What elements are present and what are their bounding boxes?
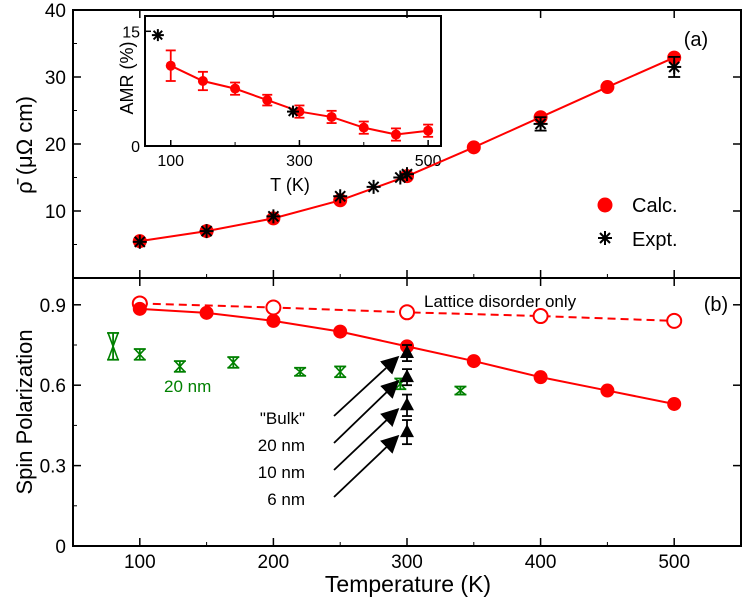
expt-point-inset: [287, 105, 299, 118]
green-point: [227, 356, 239, 369]
calc-point-b: [132, 301, 147, 316]
expt-point-a: [400, 167, 414, 182]
y-tick-label-a: 10: [45, 202, 66, 223]
x-tick-label: 400: [525, 552, 557, 573]
green-point: [334, 365, 346, 378]
expt-triangle-b: [400, 424, 414, 438]
lattice-point: [399, 304, 415, 321]
y-tick-label-a: 30: [45, 68, 66, 89]
x-tick-label: 200: [258, 552, 290, 573]
expt-point-inset: [151, 29, 164, 42]
y-axis-label-a: ρ̄ (μΩ cm): [12, 96, 37, 194]
y-tick-label-b: 0.3: [40, 457, 66, 478]
y-axis-label-b: Spin Polarization: [12, 329, 37, 494]
calc-point-b: [199, 305, 214, 320]
y-tick-label-b: 0: [55, 537, 66, 558]
legend-calc-marker: [597, 197, 613, 213]
calc-point-b: [600, 383, 615, 398]
y-tick-label-a: 40: [45, 1, 66, 22]
inset-x-tick-label: 500: [415, 153, 442, 170]
lattice-point: [532, 308, 549, 325]
green-20nm-label: 20 nm: [164, 377, 211, 396]
arrow-label-6nm: 6 nm: [267, 490, 305, 509]
expt-point-a: [333, 189, 348, 204]
green-point: [174, 360, 186, 373]
x-tick-label: 100: [124, 552, 156, 573]
inset-x-axis-label: T (K): [270, 175, 310, 195]
legend-calc-label: Calc.: [632, 195, 678, 217]
calc-point-inset: [294, 106, 305, 117]
calc-point-b: [333, 324, 348, 339]
inset-y-tick-label: 0: [131, 139, 140, 156]
calc-point-b: [466, 354, 481, 369]
green-point: [107, 332, 119, 361]
calc-point-b: [266, 313, 281, 328]
chart-marks: [107, 29, 683, 498]
lattice-point: [666, 312, 683, 329]
y-tick-label-b: 0.9: [40, 296, 66, 317]
calc-point-inset: [358, 122, 369, 133]
inset-x-tick-label: 100: [157, 153, 184, 170]
x-tick-label: 300: [391, 552, 423, 573]
calc-point-a: [466, 140, 481, 155]
lattice-point: [265, 299, 282, 316]
expt-point-a: [132, 234, 147, 249]
calc-point-inset: [423, 125, 434, 136]
expt-triangle-b: [400, 345, 414, 359]
legend-expt-label: Expt.: [632, 229, 678, 251]
x-axis-label: Temperature (K): [325, 571, 491, 597]
expt-triangle-b: [400, 369, 414, 383]
annotation-arrow: [333, 408, 400, 471]
inset-x-tick-label: 300: [286, 153, 313, 170]
calc-point-inset: [230, 83, 241, 94]
x-tick-label: 500: [658, 552, 690, 573]
calc-point-inset: [390, 129, 401, 140]
expt-point-a: [366, 179, 381, 194]
expt-point-a: [533, 116, 548, 131]
green-point: [134, 348, 146, 361]
calc-point-b: [533, 370, 548, 385]
calc-point-inset: [197, 76, 208, 86]
annotation-arrow: [333, 379, 400, 444]
calc-point-inset: [262, 95, 273, 106]
arrow-label-10nm: 10 nm: [258, 463, 305, 482]
inset-y-axis-label: AMR (%): [117, 42, 137, 115]
y-tick-label-a: 20: [45, 135, 66, 156]
calc-point-inset: [165, 60, 176, 71]
inset-frame: [144, 15, 442, 147]
expt-point-a: [266, 209, 281, 224]
panel-a-label: (a): [684, 29, 708, 51]
y-tick-label-b: 0.6: [40, 376, 66, 397]
expt-triangle-b: [400, 397, 414, 411]
calc-point-a: [600, 80, 615, 95]
calc-point-inset: [326, 111, 337, 122]
annotation-arrow: [333, 434, 400, 498]
lattice-disorder-label: Lattice disorder only: [424, 292, 577, 311]
expt-point-a: [199, 224, 214, 239]
legend-expt-marker: [598, 231, 612, 245]
inset-y-tick-label: 15: [122, 24, 140, 41]
arrow-label-bulk: "Bulk": [260, 409, 305, 428]
calc-point-b: [667, 396, 682, 411]
green-point: [454, 385, 466, 396]
panel-b-label: (b): [704, 294, 728, 316]
green-point: [294, 367, 306, 377]
arrow-label-20nm: 20 nm: [258, 436, 305, 455]
annotation-arrow: [333, 355, 400, 417]
expt-point-a: [667, 59, 682, 74]
